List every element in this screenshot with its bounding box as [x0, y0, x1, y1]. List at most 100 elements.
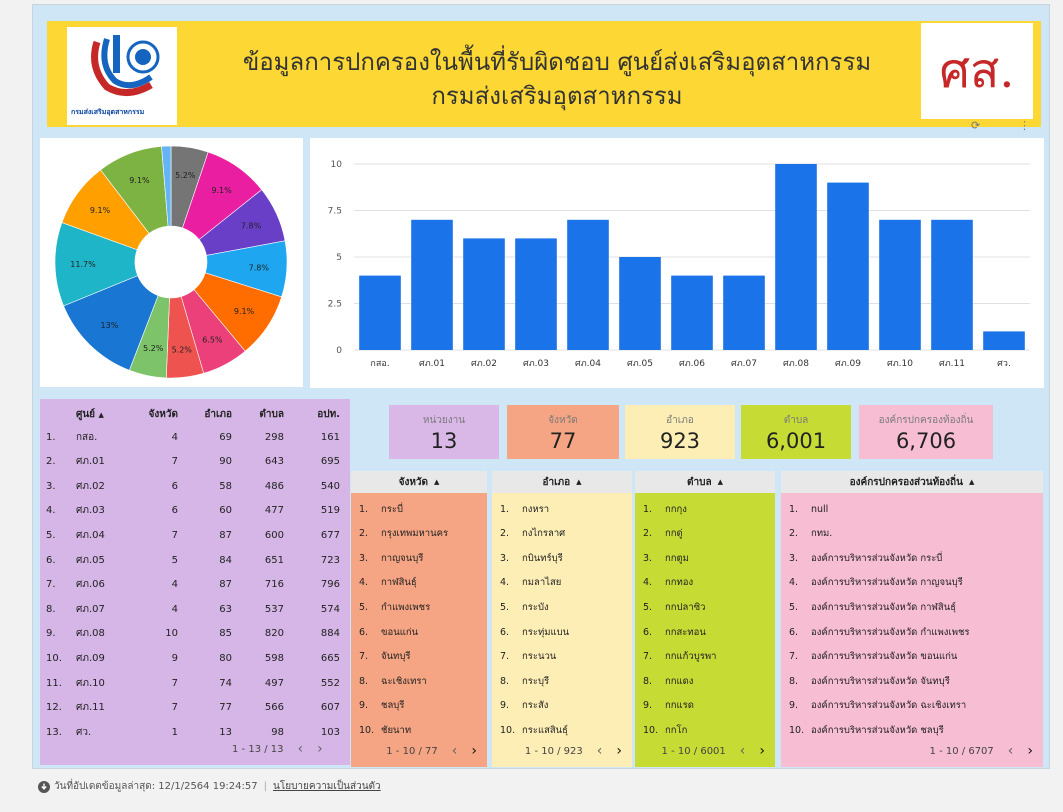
list-item[interactable]: 10. กกโก [635, 718, 775, 742]
list-item[interactable]: 4. กมลาไสย [492, 571, 632, 595]
table-row[interactable]: 10. ศภ.09 9 80 598 665 [40, 646, 350, 670]
list-header-local_org[interactable]: องค์กรปกครองส่วนท้องถิ่น ▲ [781, 471, 1043, 493]
list-item[interactable]: 4. องค์การบริหารส่วนจังหวัด กาญจนบุรี [781, 571, 1043, 595]
list-item[interactable]: 3. กบินทร์บุรี [492, 546, 632, 570]
bar[interactable] [411, 219, 453, 350]
list-item[interactable]: 8. กกแดง [635, 669, 775, 693]
pie-slice[interactable] [161, 145, 172, 227]
list-item[interactable]: 8. ฉะเชิงเทรา [351, 669, 487, 693]
table-row[interactable]: 9. ศภ.08 10 85 820 884 [40, 622, 350, 646]
list-item[interactable]: 2. กรุงเทพมหานคร [351, 522, 487, 546]
list-item-text: กาฬสินธุ์ [381, 577, 417, 589]
pie-slice[interactable] [63, 275, 159, 371]
bar[interactable] [931, 219, 973, 350]
table-cell: 13 [219, 726, 232, 738]
list-item-text: องค์การบริหารส่วนจังหวัด ขอนแก่น [811, 651, 958, 663]
pager-prev-button[interactable]: ‹ [1007, 743, 1014, 759]
list-item[interactable]: 2. กงไกรลาศ [492, 522, 632, 546]
col-header-local-org[interactable]: อปท. [317, 409, 340, 420]
bar[interactable] [463, 238, 505, 350]
list-item[interactable]: 1. null [781, 497, 1043, 521]
list-item[interactable]: 9. องค์การบริหารส่วนจังหวัด ฉะเชิงเทรา [781, 694, 1043, 718]
list-header-district[interactable]: อำเภอ ▲ [492, 471, 632, 493]
bar[interactable] [983, 331, 1025, 350]
list-item[interactable]: 1. กระบี่ [351, 497, 487, 521]
list-item[interactable]: 4. กาฬสินธุ์ [351, 571, 487, 595]
list-header-province[interactable]: จังหวัด ▲ [351, 471, 487, 493]
list-item-text: กระบุรี [522, 675, 550, 687]
more-vert-icon[interactable]: ⋮ [1019, 119, 1030, 132]
pager-next-button[interactable]: › [616, 743, 622, 759]
bar[interactable] [827, 182, 869, 350]
list-item[interactable]: 8. องค์การบริหารส่วนจังหวัด จันทบุรี [781, 669, 1043, 693]
list-item[interactable]: 5. องค์การบริหารส่วนจังหวัด กาฬสินธุ์ [781, 595, 1043, 619]
pager-next-button[interactable]: › [471, 743, 477, 759]
list-item[interactable]: 7. กกแก้วบูรพา [635, 645, 775, 669]
table-row[interactable]: 8. ศภ.07 4 63 537 574 [40, 597, 350, 621]
list-item[interactable]: 6. ขอนแก่น [351, 620, 487, 644]
list-item[interactable]: 10. กระแสสินธุ์ [492, 718, 632, 742]
privacy-policy-link[interactable]: นโยบายความเป็นส่วนตัว [273, 781, 381, 792]
list-item[interactable]: 5. กระบัง [492, 595, 632, 619]
list-item[interactable]: 3. กกตูม [635, 546, 775, 570]
pager-next-button[interactable]: › [317, 741, 323, 757]
refresh-icon[interactable]: ⟳ [971, 119, 981, 132]
table-row[interactable]: 12. ศภ.11 7 77 566 607 [40, 696, 350, 720]
sort-icon: ▲ [434, 478, 440, 486]
list-item[interactable]: 5. กกปลาซิว [635, 595, 775, 619]
list-item[interactable]: 9. กกแรด [635, 694, 775, 718]
list-item[interactable]: 10. องค์การบริหารส่วนจังหวัด ชลบุรี [781, 718, 1043, 742]
list-item[interactable]: 7. องค์การบริหารส่วนจังหวัด ขอนแก่น [781, 645, 1043, 669]
bar[interactable] [359, 275, 401, 350]
list-item[interactable]: 2. กทม. [781, 522, 1043, 546]
list-item[interactable]: 3. กาญจนบุรี [351, 546, 487, 570]
pager-prev-button[interactable]: ‹ [596, 743, 603, 759]
table-cell: 84 [219, 554, 232, 566]
list-item[interactable]: 6. องค์การบริหารส่วนจังหวัด กำแพงเพชร [781, 620, 1043, 644]
bar[interactable] [567, 219, 609, 350]
pager-next-button[interactable]: › [759, 743, 765, 759]
table-row[interactable]: 7. ศภ.06 4 87 716 796 [40, 573, 350, 597]
pager-prev-button[interactable]: ‹ [739, 743, 746, 759]
kpi-card: ตำบล 6,001 [741, 405, 851, 459]
list-item[interactable]: 1. กกกุง [635, 497, 775, 521]
list-item[interactable]: 4. กกทอง [635, 571, 775, 595]
list-item[interactable]: 1. กงหรา [492, 497, 632, 521]
table-row[interactable]: 11. ศภ.10 7 74 497 552 [40, 671, 350, 695]
table-row[interactable]: 13. ศว. 1 13 98 103 [40, 720, 350, 744]
table-row[interactable]: 1. กสอ. 4 69 298 161 [40, 425, 350, 449]
table-row[interactable]: 3. ศภ.02 6 58 486 540 [40, 474, 350, 498]
download-icon[interactable] [38, 780, 50, 793]
pie-slice-label: 9.1% [211, 186, 232, 195]
table-row[interactable]: 2. ศภ.01 7 90 643 695 [40, 450, 350, 474]
list-item[interactable]: 9. กระสัง [492, 694, 632, 718]
list-item[interactable]: 6. กระทุ่มแบน [492, 620, 632, 644]
table-row[interactable]: 4. ศภ.03 6 60 477 519 [40, 499, 350, 523]
col-header-center[interactable]: ศูนย์ ▲ [76, 409, 104, 420]
list-item[interactable]: 7. จันทบุรี [351, 645, 487, 669]
col-header-province[interactable]: จังหวัด [148, 409, 178, 420]
list-item[interactable]: 6. กกสะทอน [635, 620, 775, 644]
pager-next-button[interactable]: › [1027, 743, 1033, 759]
list-item[interactable]: 9. ชลบุรี [351, 694, 487, 718]
pager-prev-button[interactable]: ‹ [297, 741, 304, 757]
list-item-index: 3. [789, 552, 799, 564]
bar[interactable] [723, 275, 765, 350]
list-item[interactable]: 3. องค์การบริหารส่วนจังหวัด กระบี่ [781, 546, 1043, 570]
bar[interactable] [515, 238, 557, 350]
list-item[interactable]: 8. กระบุรี [492, 669, 632, 693]
list-item[interactable]: 5. กำแพงเพชร [351, 595, 487, 619]
list-item[interactable]: 10. ชัยนาท [351, 718, 487, 742]
bar[interactable] [775, 164, 817, 350]
col-header-district[interactable]: อำเภอ [204, 409, 232, 420]
bar[interactable] [879, 219, 921, 350]
table-row[interactable]: 6. ศภ.05 5 84 651 723 [40, 548, 350, 572]
list-item[interactable]: 2. กกดู่ [635, 522, 775, 546]
col-header-subdistrict[interactable]: ตำบล [259, 409, 284, 420]
bar[interactable] [619, 257, 661, 350]
pager-prev-button[interactable]: ‹ [451, 743, 458, 759]
bar[interactable] [671, 275, 713, 350]
list-header-subdistrict[interactable]: ตำบล ▲ [635, 471, 775, 493]
table-row[interactable]: 5. ศภ.04 7 87 600 677 [40, 523, 350, 547]
list-item[interactable]: 7. กระนวน [492, 645, 632, 669]
